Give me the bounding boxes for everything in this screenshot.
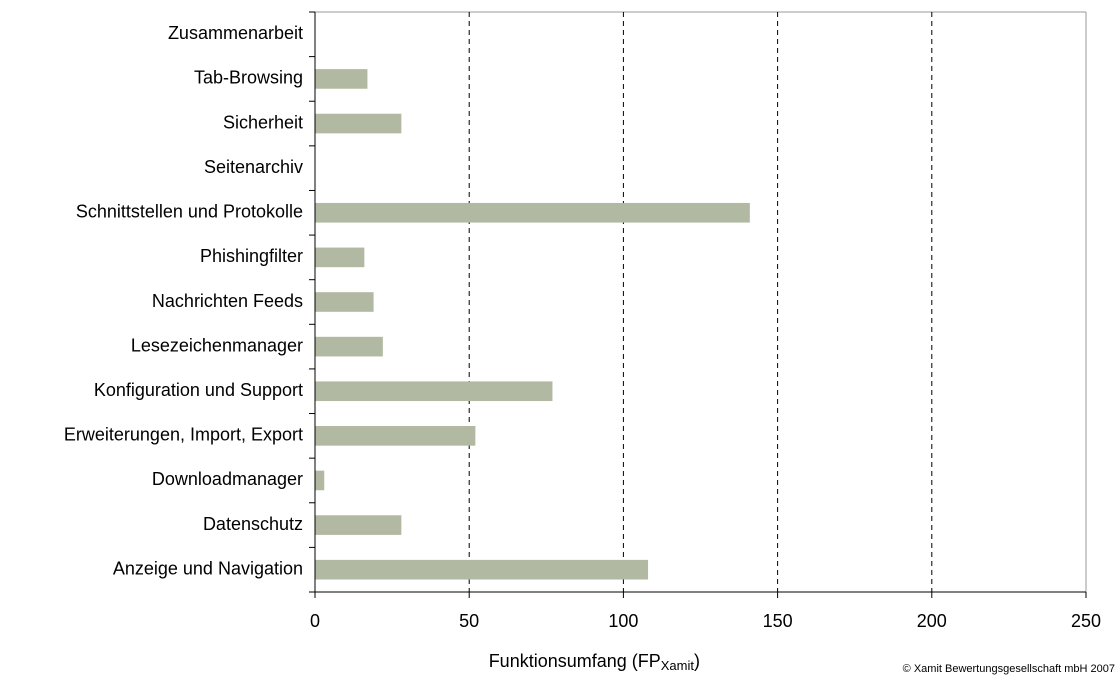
bar bbox=[315, 336, 383, 357]
y-tick-label: Datenschutz bbox=[203, 514, 303, 534]
y-tick-label: Nachrichten Feeds bbox=[152, 291, 303, 311]
x-tick-label: 150 bbox=[763, 611, 793, 631]
bar bbox=[315, 381, 553, 402]
x-axis-label-end: ) bbox=[694, 651, 700, 671]
y-tick-label: Schnittstellen und Protokolle bbox=[76, 202, 303, 222]
y-tick-label: Tab-Browsing bbox=[194, 68, 303, 88]
bar bbox=[315, 426, 476, 446]
copyright-note: © Xamit Bewertungsgesellschaft mbH 2007 bbox=[903, 663, 1115, 675]
bar bbox=[315, 515, 402, 535]
x-tick-label: 0 bbox=[310, 611, 320, 631]
bar bbox=[315, 113, 402, 134]
y-tick-label: Zusammenarbeit bbox=[168, 23, 303, 43]
x-axis-label: Funktionsumfang (FPXamit) bbox=[489, 651, 700, 674]
x-axis-label-main: Funktionsumfang (FP bbox=[489, 651, 661, 671]
y-tick-label: Konfiguration und Support bbox=[94, 380, 303, 400]
bar bbox=[315, 470, 325, 491]
y-tick-label: Lesezeichenmanager bbox=[131, 335, 303, 355]
bar bbox=[315, 559, 649, 580]
bar bbox=[315, 202, 750, 223]
y-tick-label: Sicherheit bbox=[223, 112, 303, 132]
y-tick-label: Anzeige und Navigation bbox=[113, 558, 303, 578]
x-axis-label-sub: Xamit bbox=[661, 658, 695, 673]
x-tick-label: 250 bbox=[1071, 611, 1101, 631]
bar bbox=[315, 69, 368, 89]
bar bbox=[315, 247, 365, 268]
y-tick-label: Downloadmanager bbox=[152, 469, 303, 489]
bar bbox=[315, 292, 374, 312]
y-tick-label: Erweiterungen, Import, Export bbox=[64, 425, 303, 445]
y-tick-label: Seitenarchiv bbox=[204, 157, 303, 177]
x-tick-label: 100 bbox=[608, 611, 638, 631]
x-tick-label: 50 bbox=[459, 611, 479, 631]
x-tick-label: 200 bbox=[917, 611, 947, 631]
y-tick-label: Phishingfilter bbox=[200, 246, 303, 266]
